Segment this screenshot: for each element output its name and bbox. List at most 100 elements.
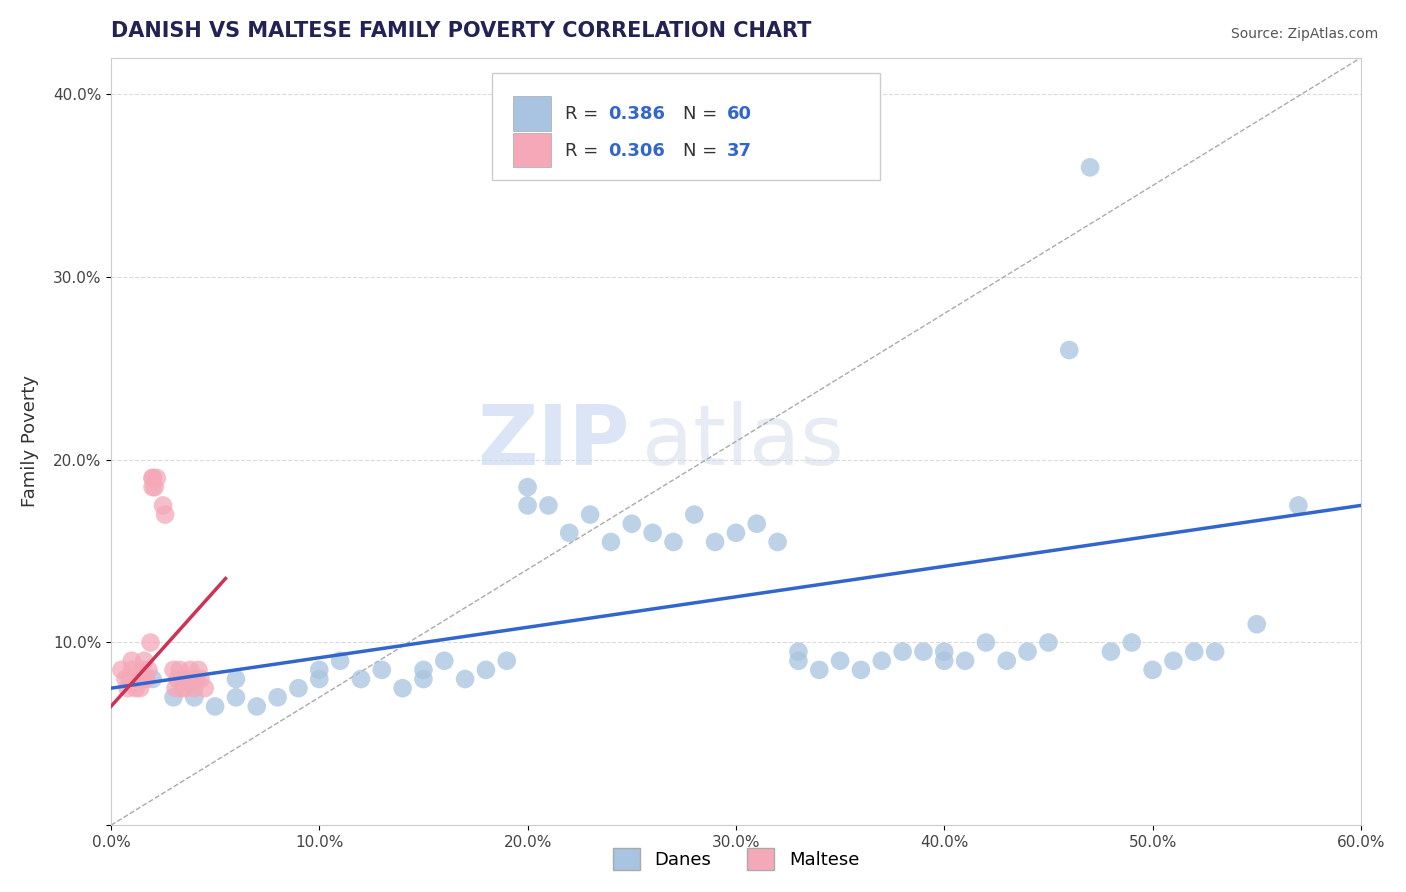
Point bbox=[174, 681, 197, 696]
Point bbox=[225, 690, 247, 705]
Point bbox=[129, 681, 152, 696]
Point bbox=[162, 663, 184, 677]
Point bbox=[114, 672, 136, 686]
Point bbox=[329, 654, 352, 668]
Point bbox=[134, 654, 156, 668]
Point bbox=[475, 663, 498, 677]
Point bbox=[1038, 635, 1060, 649]
Point bbox=[125, 681, 148, 696]
Point bbox=[146, 471, 169, 485]
Point bbox=[153, 508, 176, 522]
Point bbox=[131, 663, 153, 677]
FancyBboxPatch shape bbox=[513, 96, 551, 130]
Text: R =: R = bbox=[565, 142, 603, 160]
Point bbox=[934, 654, 956, 668]
Point bbox=[662, 535, 685, 549]
Point bbox=[177, 672, 200, 686]
Point bbox=[110, 663, 132, 677]
Point bbox=[1099, 645, 1122, 659]
Point bbox=[912, 645, 935, 659]
Point bbox=[579, 508, 602, 522]
Point bbox=[620, 516, 643, 531]
Point bbox=[142, 471, 165, 485]
Point bbox=[186, 672, 208, 686]
Point bbox=[1057, 343, 1080, 357]
Text: ZIP: ZIP bbox=[477, 401, 630, 482]
Point bbox=[891, 645, 914, 659]
Point bbox=[787, 645, 810, 659]
FancyBboxPatch shape bbox=[492, 73, 880, 180]
Point bbox=[139, 635, 162, 649]
Point bbox=[142, 480, 165, 494]
Point bbox=[516, 480, 538, 494]
Point bbox=[1121, 635, 1143, 649]
Point bbox=[849, 663, 872, 677]
Point bbox=[391, 681, 413, 696]
Point bbox=[225, 672, 247, 686]
Point bbox=[1142, 663, 1164, 677]
Point bbox=[121, 663, 143, 677]
Point bbox=[350, 672, 373, 686]
Text: N =: N = bbox=[683, 104, 724, 123]
Point bbox=[179, 663, 201, 677]
Point bbox=[287, 681, 309, 696]
Point bbox=[127, 672, 149, 686]
Point bbox=[183, 681, 205, 696]
Point bbox=[600, 535, 623, 549]
Point bbox=[152, 499, 174, 513]
Point bbox=[246, 699, 269, 714]
Legend: Danes, Maltese: Danes, Maltese bbox=[606, 841, 866, 878]
Point bbox=[766, 535, 789, 549]
Point bbox=[724, 525, 747, 540]
Point bbox=[308, 672, 330, 686]
Point bbox=[433, 654, 456, 668]
Point bbox=[204, 699, 226, 714]
Text: 37: 37 bbox=[727, 142, 752, 160]
Text: 0.306: 0.306 bbox=[609, 142, 665, 160]
Text: atlas: atlas bbox=[643, 401, 844, 482]
Point bbox=[181, 672, 204, 686]
Point bbox=[135, 672, 157, 686]
Point bbox=[953, 654, 976, 668]
Point bbox=[138, 663, 160, 677]
Y-axis label: Family Poverty: Family Poverty bbox=[21, 376, 39, 508]
Point bbox=[787, 654, 810, 668]
Point bbox=[131, 672, 153, 686]
Point bbox=[117, 681, 139, 696]
Point bbox=[412, 663, 434, 677]
Text: 0.386: 0.386 bbox=[609, 104, 665, 123]
Point bbox=[162, 690, 184, 705]
Text: DANISH VS MALTESE FAMILY POVERTY CORRELATION CHART: DANISH VS MALTESE FAMILY POVERTY CORRELA… bbox=[111, 21, 811, 41]
Point bbox=[143, 480, 166, 494]
Point bbox=[187, 663, 209, 677]
Point bbox=[166, 672, 188, 686]
Point bbox=[1017, 645, 1039, 659]
Point bbox=[704, 535, 727, 549]
Point bbox=[1246, 617, 1268, 632]
Point bbox=[641, 525, 664, 540]
Point bbox=[495, 654, 517, 668]
Point bbox=[516, 499, 538, 513]
Point bbox=[558, 525, 581, 540]
Point bbox=[194, 681, 217, 696]
Point bbox=[142, 672, 165, 686]
Point bbox=[170, 681, 193, 696]
Point bbox=[537, 499, 560, 513]
Point bbox=[169, 663, 191, 677]
Point bbox=[165, 681, 187, 696]
Point bbox=[830, 654, 852, 668]
Point bbox=[683, 508, 706, 522]
Point bbox=[1182, 645, 1205, 659]
Point bbox=[173, 672, 195, 686]
Point bbox=[808, 663, 831, 677]
Point bbox=[308, 663, 330, 677]
Point bbox=[974, 635, 997, 649]
Point bbox=[371, 663, 394, 677]
Point bbox=[118, 672, 141, 686]
Point bbox=[454, 672, 477, 686]
FancyBboxPatch shape bbox=[513, 133, 551, 168]
Point bbox=[870, 654, 893, 668]
Text: R =: R = bbox=[565, 104, 603, 123]
Point bbox=[142, 471, 165, 485]
Point bbox=[412, 672, 434, 686]
